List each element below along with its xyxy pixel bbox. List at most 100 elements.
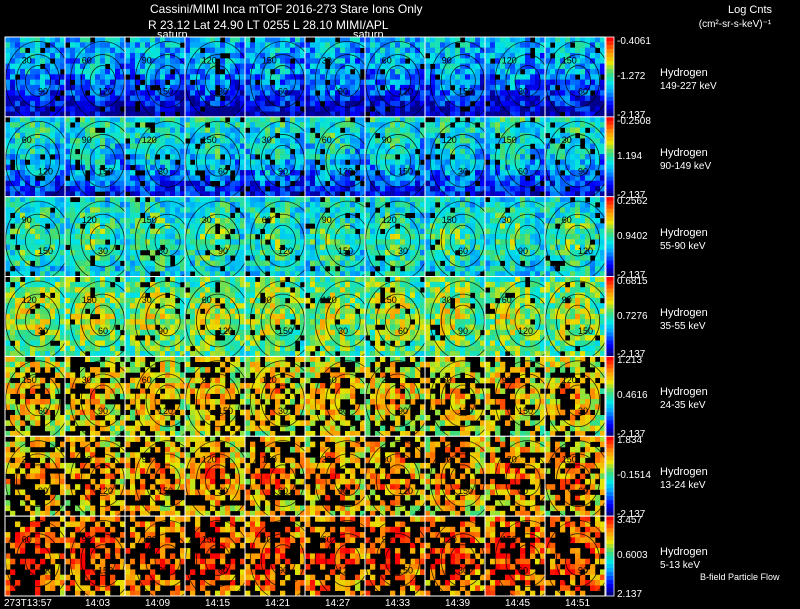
row-species-label: Hydrogen: [660, 386, 708, 399]
contour-label: 30: [158, 566, 168, 576]
row-energy-label: 5-13 keV: [660, 560, 701, 572]
skymap-panel: 150 60: [244, 435, 316, 521]
contour-label: 150: [98, 166, 113, 176]
contour-label: 120: [562, 375, 577, 385]
saturn-marker: saturn: [157, 29, 188, 41]
skymap-panel: 150 60: [424, 196, 496, 281]
skymap-panel: 90 150: [4, 196, 71, 281]
contour-label: 150: [142, 215, 157, 225]
skymap-panel: 90 150: [124, 36, 201, 121]
skymap-panel: 30 90: [484, 196, 561, 281]
contour-label: 30: [398, 246, 408, 256]
contour-label: 30: [218, 486, 228, 496]
contour-label: 90: [82, 534, 92, 544]
contour-label: 150: [98, 566, 113, 576]
contour-label: 90: [218, 246, 228, 256]
contour-label: 90: [22, 215, 32, 225]
contour-label: 150: [398, 566, 413, 576]
contour-label: 60: [382, 455, 392, 465]
time-tick-label: 14:21: [265, 598, 291, 609]
contour-label: 60: [142, 375, 152, 385]
skymap-panel: 90 150: [304, 196, 381, 281]
contour-label: 60: [22, 534, 32, 544]
skymap-panel: 150 60: [124, 196, 201, 281]
contour-label: 30: [158, 166, 168, 176]
skymap-panel: 90 150: [364, 515, 431, 600]
contour-label: 30: [278, 406, 288, 416]
row-energy-label: 24-35 keV: [660, 400, 706, 412]
contour-label: 120: [202, 455, 217, 465]
skymap-panel: 60 120: [184, 276, 251, 361]
contour-label: 120: [382, 215, 397, 225]
skymap-panel: 150 60: [64, 276, 136, 361]
bfield-flow-note: B-field Particle Flow: [700, 572, 780, 582]
skymap-panel: 90 150: [64, 515, 136, 600]
contour-label: 60: [338, 406, 348, 416]
contour-label: 90: [142, 455, 152, 465]
contour-label: 90: [562, 295, 572, 305]
contour-label: 60: [322, 135, 332, 145]
colorbar-max-label: -0.2508: [617, 115, 651, 127]
colorbar-mid-label: 0.7276: [617, 310, 648, 322]
row-energy-label: 35-55 keV: [660, 320, 706, 332]
contour-label: 150: [158, 486, 173, 496]
time-tick-label: 14:15: [205, 598, 231, 609]
colorbar-max-label: 0.6815: [617, 275, 648, 287]
row-energy-label: 13-24 keV: [660, 480, 706, 492]
colorbar-title: Log Cnts: [727, 4, 773, 16]
time-tick-label: 273T13:57: [4, 598, 52, 609]
contour-label: 30: [22, 55, 32, 65]
saturn-marker: saturn: [353, 29, 384, 41]
contour-label: 90: [502, 375, 512, 385]
skymap-panel: 150 60: [4, 355, 71, 441]
skymap-panel: 60 120: [364, 435, 431, 521]
contour-label: 150: [278, 326, 293, 336]
contour-label: 120: [158, 406, 173, 416]
contour-label: 120: [278, 246, 293, 256]
skymap-panel: 150 60: [244, 36, 316, 121]
contour-label: 150: [202, 534, 217, 544]
skymap-panel: 60 120: [544, 196, 611, 281]
contour-label: 90: [38, 86, 48, 96]
chart-subtitle: R 23.12 Lat 24.90 LT 0255 L 28.10 MIMI/A…: [148, 18, 389, 32]
row-species-label: Hydrogen: [660, 226, 708, 239]
colorbar-max-label: 0.2562: [617, 195, 648, 207]
skymap-panel: 30 90: [424, 276, 496, 361]
row-species-label: Hydrogen: [660, 546, 708, 559]
colorbar-min-label: -2.137: [617, 429, 646, 441]
colorbar-max-label: -0.4061: [617, 36, 651, 47]
skymap-panel: 60 120: [484, 276, 561, 361]
skymap-panel: 90 150: [424, 36, 496, 121]
colorbar: [605, 116, 615, 198]
contour-label: 150: [502, 135, 517, 145]
skymap-panel: 120 30: [484, 36, 561, 121]
contour-label: 30: [202, 215, 212, 225]
time-tick-label: 14:27: [325, 598, 351, 609]
contour-label: 120: [442, 135, 457, 145]
contour-label: 150: [518, 406, 533, 416]
row-energy-label: 149-227 keV: [660, 80, 717, 92]
contour-label: 90: [322, 215, 332, 225]
contour-label: 120: [398, 486, 413, 496]
contour-label: 150: [218, 406, 233, 416]
contour-label: 150: [38, 246, 53, 256]
skymap-panel: 150 60: [484, 116, 561, 201]
contour-label: 120: [578, 246, 593, 256]
contour-label: 150: [442, 215, 457, 225]
row-species-label: Hydrogen: [660, 66, 708, 79]
skymap-panel: 150 60: [544, 36, 611, 121]
contour-label: 120: [262, 375, 277, 385]
skymap-panel: 60 120: [364, 36, 431, 121]
skymap-panel: 120 30: [544, 355, 611, 441]
contour-label: 60: [578, 486, 588, 496]
contour-label: 90: [578, 166, 588, 176]
contour-label: 150: [578, 326, 593, 336]
skymap-panel: 120 30: [304, 276, 381, 361]
contour-label: 60: [202, 295, 212, 305]
contour-label: 60: [578, 86, 588, 96]
contour-label: 60: [382, 55, 392, 65]
contour-label: 60: [82, 455, 92, 465]
colorbar-mid-label: 1.194: [617, 150, 643, 162]
skymap-panel: 120 30: [424, 116, 496, 201]
